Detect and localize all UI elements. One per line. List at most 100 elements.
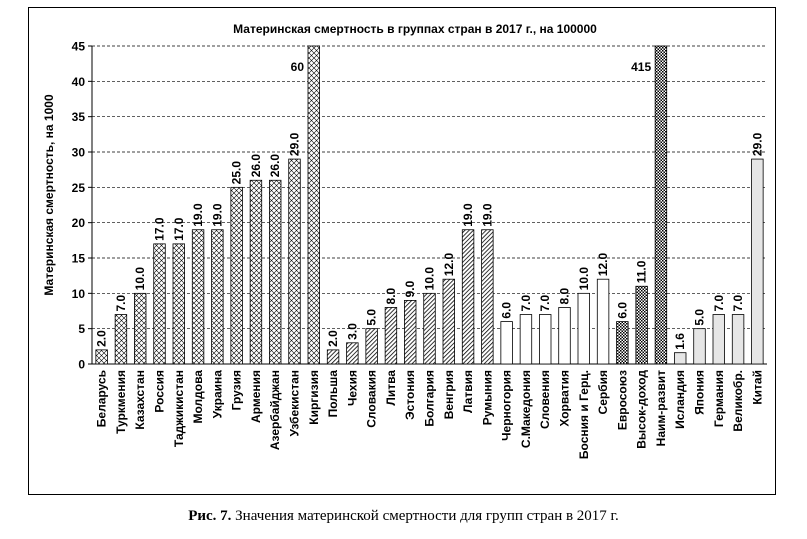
bar — [365, 328, 378, 365]
bar — [153, 243, 166, 365]
bar — [442, 278, 455, 365]
data-label: 26.0 — [249, 154, 263, 178]
gridlines — [92, 45, 767, 330]
data-label: 60 — [291, 60, 305, 74]
data-label: 2.0 — [326, 330, 340, 347]
x-tick-label: Украина — [210, 370, 224, 419]
bar — [616, 321, 629, 365]
bar — [134, 292, 147, 365]
x-tick-label: Словакия — [365, 370, 379, 428]
data-label: 5.0 — [365, 309, 379, 326]
x-tick-label: Высок-доход — [635, 370, 649, 449]
data-label: 26.0 — [268, 154, 282, 178]
data-label: 7.0 — [731, 295, 745, 312]
x-tick-label: Исландия — [673, 370, 687, 429]
data-label: 7.0 — [519, 295, 533, 312]
x-tick-label: Великобр. — [731, 370, 745, 432]
data-label: 10.0 — [423, 267, 437, 291]
bar — [346, 342, 359, 365]
bar-chart: Материнская смертность в группах стран в… — [42, 22, 767, 459]
x-tick-label: Армения — [249, 370, 263, 423]
data-label: 7.0 — [712, 295, 726, 312]
bar — [481, 229, 494, 365]
bar — [712, 314, 725, 365]
caption-text: Значения материнской смертности для груп… — [231, 508, 619, 524]
y-tick-label: 40 — [72, 75, 86, 89]
x-tick-label: Словения — [538, 370, 552, 429]
y-tick-label: 45 — [72, 40, 86, 54]
x-tick-label: Беларусь — [95, 370, 109, 427]
bar — [461, 229, 475, 365]
data-label: 12.0 — [442, 253, 456, 277]
y-tick-label: 25 — [72, 181, 86, 195]
bar — [654, 45, 668, 365]
x-tick-label: Германия — [712, 370, 726, 427]
bar — [423, 292, 436, 365]
bar — [404, 299, 417, 365]
data-label: 6.0 — [615, 302, 629, 319]
data-label: 1.6 — [673, 333, 687, 350]
data-label: 7.0 — [538, 295, 552, 312]
x-tick-label: Грузия — [230, 370, 244, 410]
data-label: 19.0 — [210, 203, 224, 227]
data-label: 9.0 — [403, 280, 417, 297]
x-tick-label: Казахстан — [133, 370, 147, 430]
x-tick-label: Узбекистан — [288, 370, 302, 436]
bar — [95, 349, 108, 365]
bar — [519, 314, 533, 365]
x-tick-label: Хорватия — [558, 370, 572, 427]
bar — [326, 349, 340, 365]
x-tick-label: Молдова — [191, 370, 205, 424]
y-tick-label: 5 — [78, 322, 85, 336]
x-tick-label: Евросоюз — [615, 370, 629, 430]
bar — [558, 307, 571, 365]
x-tick-label: Киргизия — [307, 370, 321, 425]
x-tick-label: Наим-развит — [654, 370, 668, 446]
bar — [191, 229, 205, 365]
bar — [269, 179, 282, 365]
x-tick-label: Литва — [384, 370, 398, 406]
chart-title: Материнская смертность в группах стран в… — [233, 22, 597, 36]
x-tick-label: С.Македония — [519, 370, 533, 448]
x-tick-label: Туркмения — [114, 370, 128, 434]
caption-label: Рис. 7. — [188, 508, 232, 524]
value-labels: 2.0 7.0 10.0 17.0 17.0 19.0 19.0 25.0 26.0 26.0 29… — [95, 60, 765, 350]
x-tick-label: Черногория — [500, 370, 514, 441]
y-tick-label: 15 — [72, 252, 86, 266]
data-label: 5.0 — [693, 309, 707, 326]
y-axis: 0 5 10 15 20 25 30 35 40 45 — [72, 40, 767, 372]
data-label: 12.0 — [596, 253, 610, 277]
bar — [577, 292, 590, 365]
y-tick-label: 30 — [72, 146, 86, 160]
bar — [114, 314, 128, 365]
bar — [596, 278, 610, 365]
x-tick-label: Чехия — [345, 370, 359, 406]
figure-caption: Рис. 7. Значения материнской смертности … — [0, 508, 807, 525]
data-label: 3.0 — [345, 323, 359, 340]
x-tick-label: Китай — [750, 370, 764, 405]
x-tick-label: Латвия — [461, 370, 475, 413]
x-axis-labels: Беларусь Туркмения Казахстан Россия Таджикис… — [95, 370, 765, 459]
y-tick-label: 10 — [72, 287, 86, 301]
bar — [307, 45, 320, 365]
bar — [172, 243, 185, 365]
y-tick-label: 35 — [72, 110, 86, 124]
x-tick-label: Япония — [693, 370, 707, 415]
bar — [731, 314, 745, 365]
x-tick-label: Польша — [326, 370, 340, 418]
x-tick-label: Таджикистан — [172, 370, 186, 447]
y-axis-title: Материнская смертность, на 1000 — [42, 94, 56, 296]
chart-frame: Материнская смертность в группах стран в… — [28, 7, 776, 495]
data-label: 29.0 — [750, 132, 764, 156]
data-label: 7.0 — [114, 295, 128, 312]
x-tick-label: Болгария — [423, 370, 437, 427]
data-label: 8.0 — [558, 287, 572, 304]
x-tick-label: Россия — [153, 370, 167, 413]
data-label: 19.0 — [191, 203, 205, 227]
data-label: 8.0 — [384, 287, 398, 304]
bars — [95, 45, 764, 365]
x-tick-label: Венгрия — [442, 370, 456, 419]
bar — [500, 321, 513, 365]
data-label: 10.0 — [133, 267, 147, 291]
x-tick-label: Босния и Герц. — [577, 370, 591, 459]
